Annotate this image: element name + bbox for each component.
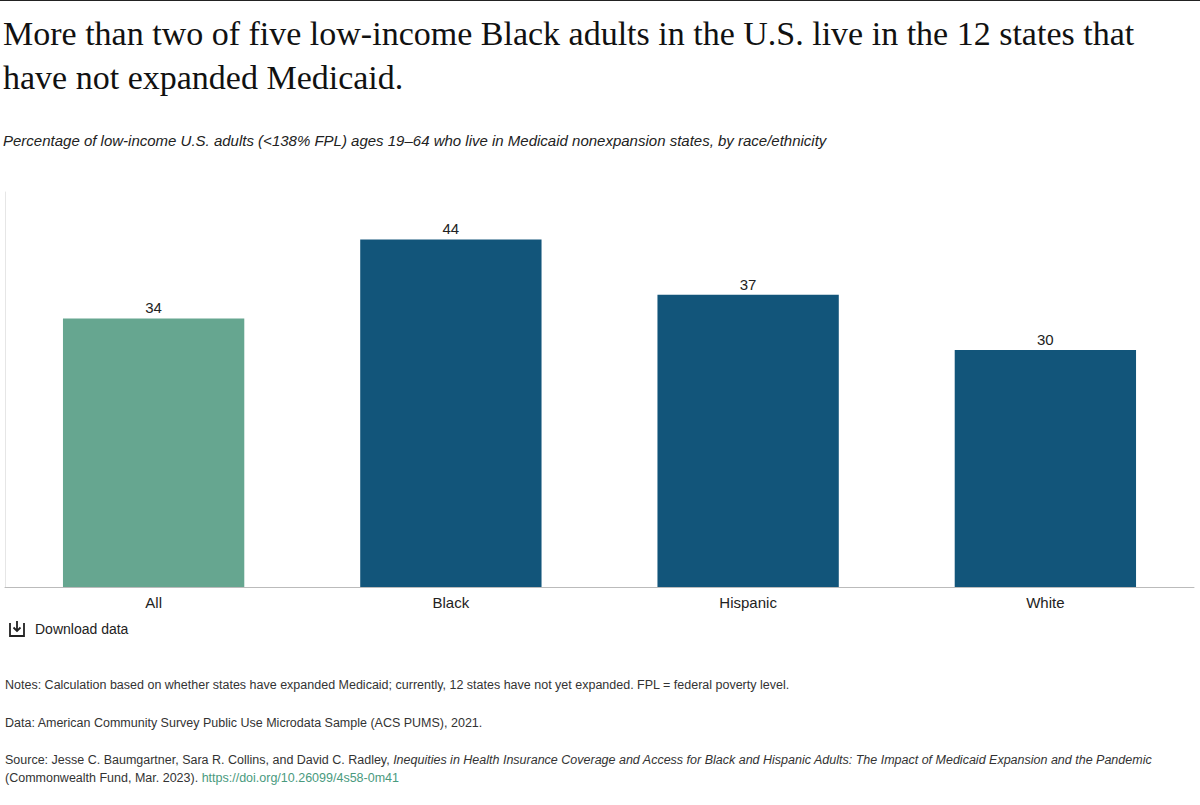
svg-text:34: 34 — [145, 299, 162, 316]
svg-text:37: 37 — [740, 276, 757, 293]
svg-text:All: All — [145, 594, 162, 611]
html-text:Data: American Community Surve: Data: American Community Survey Public U… — [5, 716, 483, 730]
svg-text:Hispanic: Hispanic — [719, 594, 777, 611]
svg-text:Black: Black — [433, 594, 470, 611]
svg-text:White: White — [1026, 594, 1064, 611]
html-text:Notes: Calculation based on wh: Notes: Calculation based on whether stat… — [5, 678, 790, 692]
html-text:Percentage of low-income U.S.: Percentage of low-income U.S. adults (<1… — [3, 132, 827, 149]
svg-text:44: 44 — [443, 220, 460, 237]
html-text:(Commonwealth Fund, Mar. 2023): (Commonwealth Fund, Mar. 2023). https://… — [5, 771, 399, 785]
html-text:Source: Jesse C. Baumgartner,: Source: Jesse C. Baumgartner, Sara R. Co… — [5, 753, 1152, 767]
html-text:More than two of five low-inco: More than two of five low-income Black a… — [3, 15, 1135, 96]
svg-text:30: 30 — [1037, 331, 1054, 348]
html-text:Download data: Download data — [35, 621, 129, 637]
